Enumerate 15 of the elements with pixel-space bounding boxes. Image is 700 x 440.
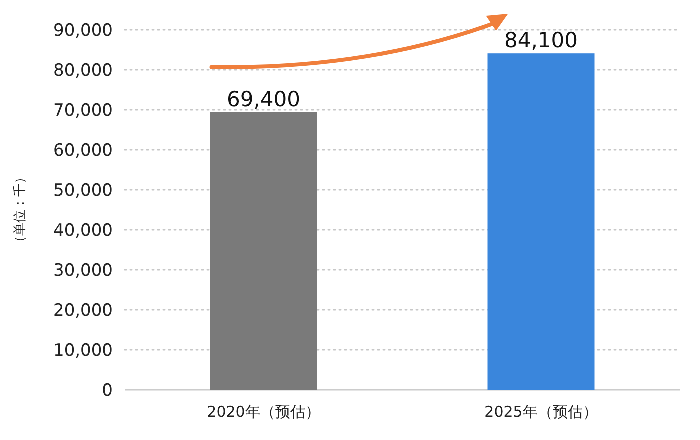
y-axis-title: （单位：千） <box>13 171 28 249</box>
x-tick-label: 2020年（预估） <box>207 403 320 421</box>
y-tick-label: 80,000 <box>54 61 113 81</box>
y-tick-label: 10,000 <box>54 341 113 361</box>
data-label: 69,400 <box>227 87 300 112</box>
y-tick-label: 40,000 <box>54 221 113 241</box>
y-tick-label: 20,000 <box>54 301 113 321</box>
y-tick-label: 70,000 <box>54 101 113 121</box>
data-label: 84,100 <box>504 28 578 53</box>
y-tick-label: 60,000 <box>54 141 113 161</box>
y-tick-label: 90,000 <box>54 21 113 41</box>
y-tick-label: 50,000 <box>54 181 113 201</box>
x-tick-label: 2025年（预估） <box>484 403 598 421</box>
y-tick-label: 30,000 <box>54 261 113 281</box>
y-tick-label: 0 <box>102 381 113 401</box>
